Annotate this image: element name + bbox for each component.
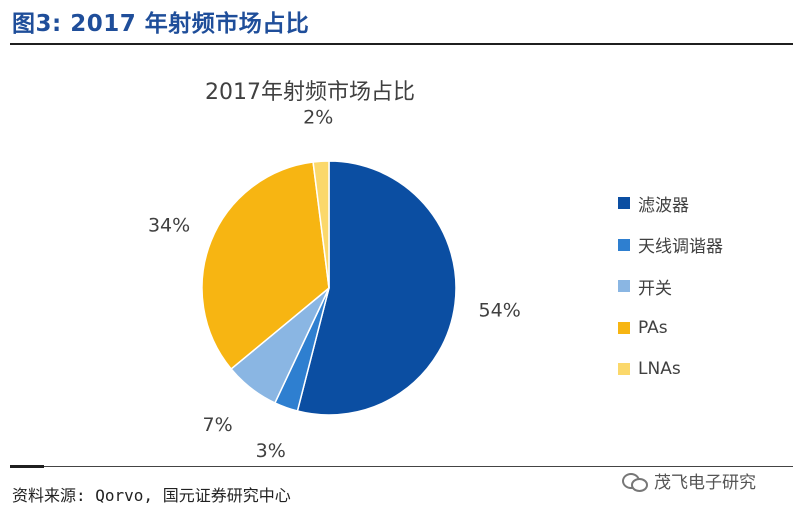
legend-swatch	[618, 321, 630, 334]
legend-item-5: LNAs	[618, 359, 723, 379]
pie-slice-5	[312, 160, 330, 289]
source-note: 资料来源: Qorvo, 国元证券研究中心	[12, 486, 291, 505]
legend-swatch	[618, 363, 630, 375]
top-divider	[10, 43, 793, 45]
watermark: 茂飞电子研究	[622, 468, 756, 493]
legend-label: PAs	[638, 317, 668, 338]
legend-item-2: 天线调谐器	[618, 235, 723, 257]
legend-item-4: PAs	[618, 318, 723, 338]
figure-title: 图3: 2017 年射频市场占比	[12, 11, 310, 37]
chart-legend: 滤波器天线调谐器开关 PAs LNAs	[618, 193, 723, 401]
legend-label: 滤波器	[638, 195, 689, 216]
legend-label: LNAs	[638, 359, 681, 379]
watermark-text: 茂飞电子研究	[654, 473, 756, 493]
wechat-icon	[622, 471, 648, 492]
data-label-4: 34%	[148, 215, 190, 237]
data-label-3: 7%	[203, 414, 233, 436]
data-label-5: 2%	[303, 106, 333, 128]
legend-swatch	[618, 280, 630, 292]
legend-swatch	[618, 197, 630, 209]
bottom-divider-accent	[10, 465, 44, 468]
data-label-2: 3%	[256, 440, 286, 462]
bottom-divider	[10, 466, 793, 467]
pie-slice-1	[296, 160, 457, 416]
legend-label: 开关	[638, 278, 672, 299]
legend-label: 天线调谐器	[638, 237, 723, 257]
chart-title: 2017年射频市场占比	[205, 80, 415, 105]
legend-item-3: 开关	[618, 276, 723, 299]
legend-item-1: 滤波器	[618, 193, 723, 216]
data-label-1: 54%	[479, 300, 521, 322]
pie-slice-4	[201, 161, 330, 371]
legend-swatch	[618, 238, 630, 251]
